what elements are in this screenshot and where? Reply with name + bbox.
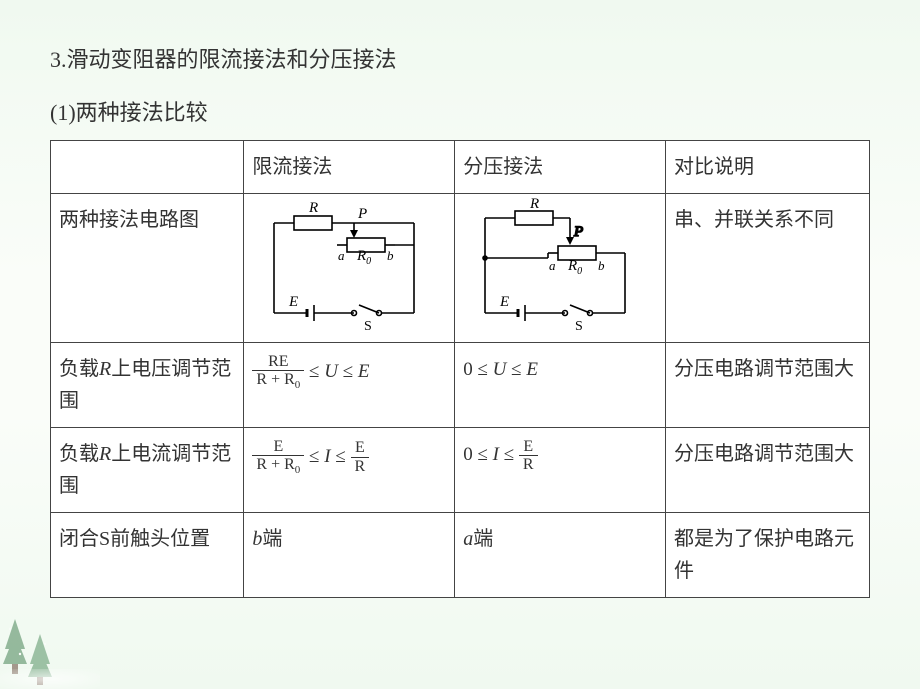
row-label-current: 负载R上电流调节范围 <box>51 427 244 512</box>
label-R0-2: R0 <box>567 258 582 277</box>
table-row-current: 负载R上电流调节范围 ER + R0 ≤ I ≤ ER 0 ≤ I ≤ ER 分… <box>51 427 870 512</box>
row-label-voltage: 负载R上电压调节范围 <box>51 342 244 427</box>
label-S: S <box>364 319 372 334</box>
label-R: R <box>308 200 318 216</box>
label-P2: P <box>573 224 583 240</box>
cell-slider-compare: 都是为了保护电路元件 <box>666 512 870 597</box>
header-col-comparison: 对比说明 <box>666 140 870 193</box>
cell-current-compare: 分压电路调节范围大 <box>666 427 870 512</box>
header-col-current-limit: 限流接法 <box>244 140 455 193</box>
cell-current-xl: ER + R0 ≤ I ≤ ER <box>244 427 455 512</box>
decorative-trees <box>0 609 60 689</box>
cell-voltage-compare: 分压电路调节范围大 <box>666 342 870 427</box>
label-b-2: b <box>598 258 605 273</box>
label-R0: R0 <box>356 248 371 267</box>
circuit-svg-voltage-divider: P <box>470 198 650 338</box>
label-R-2: R <box>529 198 539 212</box>
row-compare-circuits: 串、并联关系不同 <box>666 193 870 342</box>
cell-current-fy: 0 ≤ I ≤ ER <box>455 427 666 512</box>
table-header-row: 限流接法 分压接法 对比说明 <box>51 140 870 193</box>
cell-slider-fy: a端 <box>455 512 666 597</box>
label-a-2: a <box>549 258 556 273</box>
comparison-table: 限流接法 分压接法 对比说明 两种接法电路图 <box>50 140 870 598</box>
circuit-svg-current-limit: R P a b R0 E S <box>259 198 439 338</box>
label-b: b <box>387 248 394 263</box>
page: 3.滑动变阻器的限流接法和分压接法 (1)两种接法比较 限流接法 分压接法 对比… <box>0 0 920 689</box>
decorative-snow <box>0 669 100 689</box>
header-col-voltage-divider: 分压接法 <box>455 140 666 193</box>
label-S-2: S <box>575 319 583 334</box>
label-a: a <box>338 248 345 263</box>
label-E: E <box>288 294 298 310</box>
section-title: 3.滑动变阻器的限流接法和分压接法 <box>50 40 870 80</box>
circuit-current-limit: R P a b R0 E S <box>244 193 455 342</box>
cell-slider-xl: b端 <box>244 512 455 597</box>
table-row-voltage: 负载R上电压调节范围 RER + R0 ≤ U ≤ E 0 ≤ U ≤ E 分压… <box>51 342 870 427</box>
section-subtitle: (1)两种接法比较 <box>50 95 870 130</box>
table-row-slider-pos: 闭合S前触头位置 b端 a端 都是为了保护电路元件 <box>51 512 870 597</box>
header-empty-cell <box>51 140 244 193</box>
row-label-slider: 闭合S前触头位置 <box>51 512 244 597</box>
cell-voltage-xl: RER + R0 ≤ U ≤ E <box>244 342 455 427</box>
label-E-2: E <box>499 294 509 310</box>
circuit-voltage-divider: P <box>455 193 666 342</box>
row-label-circuits: 两种接法电路图 <box>51 193 244 342</box>
cell-voltage-fy: 0 ≤ U ≤ E <box>455 342 666 427</box>
label-P: P <box>357 206 367 222</box>
table-row-circuits: 两种接法电路图 <box>51 193 870 342</box>
